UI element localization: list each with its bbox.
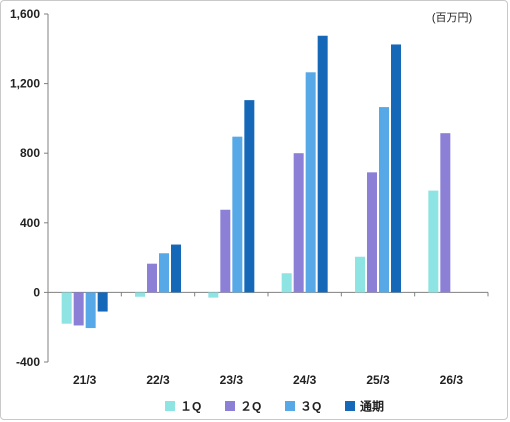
legend-swatch [345, 401, 355, 411]
y-tick-label: -400 [16, 355, 40, 369]
legend-swatch [165, 401, 175, 411]
bar-2-24/3 [293, 153, 304, 293]
x-tick-label: 25/3 [366, 373, 390, 387]
bar-1-26/3 [428, 190, 439, 293]
x-tick-label: 24/3 [293, 373, 317, 387]
legend: １Q ２Q ３Q 通期 [165, 399, 384, 414]
bars [61, 35, 451, 329]
bar-4-25/3 [391, 44, 401, 293]
legend-swatch [225, 401, 235, 411]
x-tick-label: 26/3 [440, 373, 464, 387]
legend-label: ２Q [240, 400, 261, 414]
bar-2-26/3 [440, 133, 451, 293]
unit-label: (百万円) [432, 12, 472, 24]
legend-label: １Q [180, 400, 201, 414]
axes: -400 0 400 800 1,200 1,600 21/3 22/3 23/3 24/3 25/… [10, 7, 489, 387]
bar-2-21/3 [73, 292, 84, 326]
bar-4-21/3 [97, 292, 108, 312]
bar-4-22/3 [171, 244, 181, 293]
bar-2-23/3 [220, 209, 231, 293]
bar-1-24/3 [281, 273, 292, 293]
bar-1-21/3 [61, 292, 72, 324]
x-tick-label: 22/3 [146, 373, 170, 387]
bar-1-25/3 [355, 256, 365, 293]
y-tick-label: 1,200 [10, 77, 40, 91]
bar-2-25/3 [367, 172, 377, 293]
bar-3-22/3 [159, 253, 169, 293]
bar-4-23/3 [244, 100, 255, 293]
x-tick-label: 23/3 [220, 373, 244, 387]
bar-3-25/3 [379, 107, 389, 293]
legend-swatch [285, 401, 295, 411]
bar-3-21/3 [85, 292, 96, 329]
y-tick-label: 0 [33, 285, 40, 299]
bar-4-24/3 [317, 35, 328, 293]
legend-label: 通期 [360, 399, 384, 414]
legend-label: ３Q [300, 400, 321, 414]
bar-1-22/3 [135, 292, 145, 297]
y-tick-label: 1,600 [10, 7, 40, 21]
bar-3-23/3 [232, 136, 243, 293]
bar-3-24/3 [305, 72, 316, 293]
x-tick-label: 21/3 [73, 373, 97, 387]
y-tick-label: 800 [20, 146, 40, 160]
bar-1-23/3 [208, 292, 219, 298]
y-tick-label: 400 [20, 216, 40, 230]
bar-2-22/3 [147, 263, 157, 293]
